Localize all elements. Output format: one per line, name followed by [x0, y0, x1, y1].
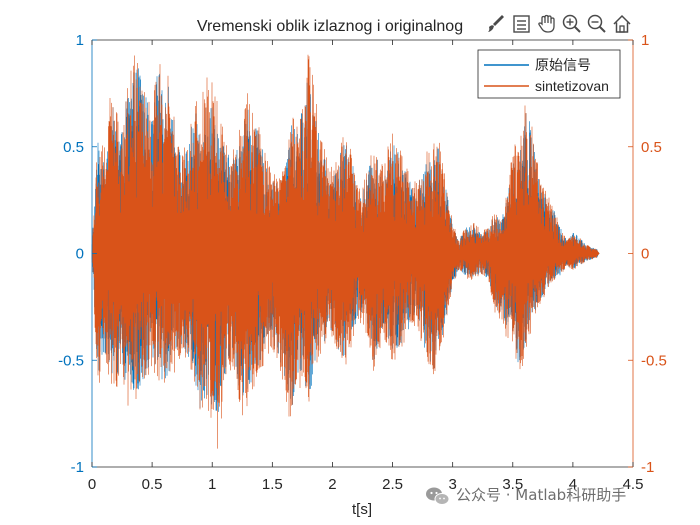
y-right-tick-label: 1 — [641, 32, 649, 49]
legend-box — [477, 49, 621, 99]
x-axis-label: t[s] — [352, 501, 372, 518]
y-left-tick-label: 0 — [76, 246, 84, 263]
x-tick-label: 3.5 — [502, 476, 523, 493]
ticks-layer: 0 0.5 1 1.5 2 2.5 3 3.5 4 4.5-1-0.500.51-1-0.500.… — [58, 32, 667, 493]
x-tick-label: 0 — [88, 476, 96, 493]
x-tick-label: 4.5 — [623, 476, 644, 493]
zoom-out-icon[interactable] — [587, 14, 606, 33]
y-left-tick-label: 1 — [76, 32, 84, 49]
x-tick-label: 2.5 — [382, 476, 403, 493]
watermark: 公众号 · Matlab科研助手 — [426, 486, 626, 505]
home-icon[interactable] — [613, 14, 631, 33]
zoom-in-icon[interactable] — [562, 14, 581, 33]
watermark-text: 公众号 · Matlab科研助手 — [456, 486, 626, 504]
x-tick-label: 4 — [569, 476, 577, 493]
legend[interactable]: 原始信号 sintetizovan — [477, 49, 621, 99]
y-left-tick-label: -1 — [71, 459, 84, 476]
pan-hand-icon[interactable] — [538, 14, 555, 33]
brush-icon[interactable] — [484, 12, 506, 34]
wechat-icon — [426, 487, 450, 505]
x-tick-label: 2 — [328, 476, 336, 493]
x-tick-label: 0.5 — [142, 476, 163, 493]
x-tick-label: 1.5 — [262, 476, 283, 493]
y-right-tick-label: -0.5 — [641, 352, 667, 369]
series-line-1 — [91, 54, 600, 449]
axes-toolbar — [484, 12, 631, 34]
x-tick-label: 1 — [208, 476, 216, 493]
series-synthesized — [91, 54, 600, 449]
y-right-tick-label: 0 — [641, 246, 649, 263]
y-left-tick-label: -0.5 — [58, 352, 84, 369]
chart-title: Vremenski oblik izlaznog i originalnog — [197, 18, 463, 35]
series-layer — [91, 54, 600, 449]
y-right-tick-label: 0.5 — [641, 139, 662, 156]
x-tick-label: 3 — [448, 476, 456, 493]
legend-label-original: 原始信号 — [535, 57, 591, 73]
y-left-tick-label: 0.5 — [63, 139, 84, 156]
legend-label-synth: sintetizovan — [535, 78, 609, 94]
legend-icon[interactable] — [513, 15, 530, 33]
y-right-tick-label: -1 — [641, 459, 654, 476]
